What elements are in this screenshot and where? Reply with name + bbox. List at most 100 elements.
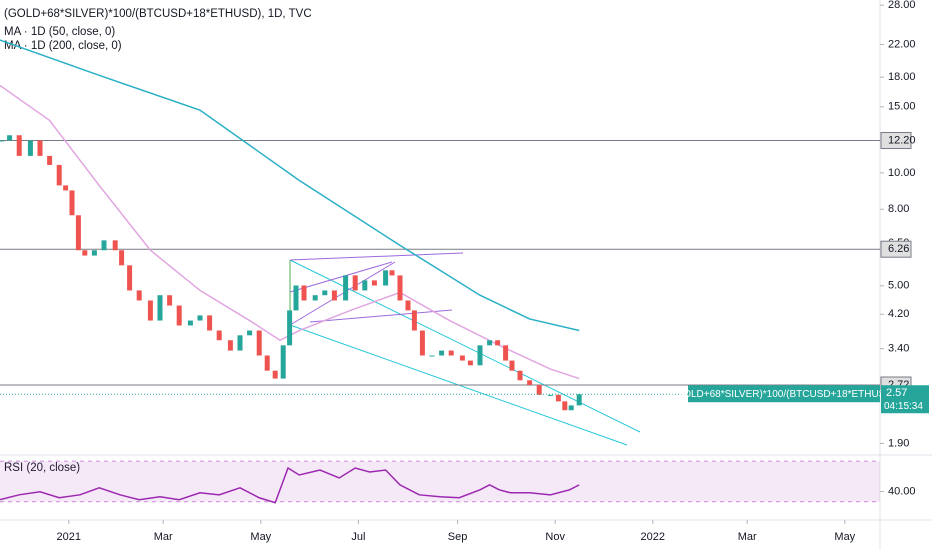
candle — [487, 340, 493, 346]
candle — [312, 295, 318, 301]
candle — [383, 270, 389, 286]
candle — [197, 315, 203, 321]
candle — [419, 330, 425, 356]
candle — [119, 250, 125, 266]
candle — [576, 394, 582, 406]
y-tick-label: 10.00 — [888, 167, 916, 179]
candle — [405, 300, 411, 311]
x-tick-label: Nov — [545, 531, 565, 543]
chart-title: (GOLD+68*SILVER)*100/(BTCUSD+18*ETHUSD),… — [4, 8, 312, 20]
candle — [75, 215, 81, 251]
level-label-box — [880, 131, 912, 149]
last-price-label: 2.57 — [886, 387, 907, 399]
candle — [227, 340, 233, 351]
trend-line — [309, 309, 453, 323]
candle — [459, 355, 465, 361]
candle — [448, 350, 454, 356]
x-tick-label: 2021 — [57, 531, 81, 543]
level-label: 6.26 — [888, 243, 909, 255]
x-tick-label: May — [250, 531, 271, 543]
trend-line — [289, 261, 393, 293]
candle — [280, 345, 286, 379]
candle — [237, 335, 243, 351]
candle — [16, 135, 22, 156]
candle — [362, 280, 368, 291]
y-tick-label: 18.00 — [888, 71, 916, 83]
candle — [389, 270, 395, 276]
candle — [91, 250, 97, 256]
x-tick-label: Mar — [738, 531, 757, 543]
candle — [555, 394, 561, 402]
candle — [187, 320, 193, 326]
candle — [477, 345, 483, 366]
candle — [127, 265, 133, 291]
x-tick-label: Jul — [351, 531, 365, 543]
candle — [147, 300, 153, 321]
candle — [176, 305, 182, 326]
candle — [547, 394, 553, 396]
candle — [7, 135, 13, 141]
x-tick-label: Mar — [154, 531, 173, 543]
candle — [517, 370, 523, 381]
candle — [301, 285, 307, 301]
candle — [157, 295, 163, 321]
symbol-label-box — [688, 385, 880, 403]
candle — [136, 290, 142, 301]
moving-average-line — [0, 39, 580, 332]
candle — [264, 355, 270, 371]
candle — [343, 275, 349, 301]
level-label: 12.20 — [888, 134, 916, 146]
candle — [167, 295, 173, 306]
candle — [568, 405, 574, 411]
candle — [439, 350, 445, 356]
candle — [27, 140, 33, 156]
candle — [322, 290, 328, 296]
candle — [495, 340, 501, 346]
y-tick-label: 4.20 — [888, 308, 909, 320]
candle — [293, 285, 299, 311]
candle — [371, 280, 377, 286]
countdown-label: 04:15:34 — [884, 401, 923, 412]
candle — [352, 275, 358, 291]
trend-line — [289, 252, 464, 261]
level-label-box — [880, 240, 912, 258]
candle — [397, 275, 403, 301]
candle — [509, 360, 515, 371]
legend-entry: MA · 1D (50, close, 0) — [4, 26, 115, 38]
x-tick-label: 2022 — [641, 531, 665, 543]
candle — [503, 345, 509, 361]
candle — [536, 385, 542, 395]
rsi-title: RSI (20, close) — [4, 462, 80, 474]
x-tick-label: Sep — [448, 531, 468, 543]
y-tick-label: 8.00 — [888, 203, 909, 215]
candle — [247, 330, 253, 336]
x-tick-label: May — [834, 531, 855, 543]
y-tick-label: 22.00 — [888, 38, 916, 50]
candle — [429, 355, 435, 357]
rsi-line — [0, 466, 580, 504]
y-tick-label: 15.00 — [888, 101, 916, 113]
y-tick-label: 28.00 — [888, 0, 916, 11]
candle — [69, 190, 75, 216]
candle — [63, 185, 69, 191]
candle — [47, 155, 53, 165]
candle — [467, 360, 473, 366]
rsi-band — [0, 461, 880, 502]
candle — [411, 310, 417, 331]
candle — [37, 140, 43, 156]
y-tick-label: 3.40 — [888, 343, 909, 355]
last-price-box — [881, 385, 929, 414]
candle — [82, 250, 88, 256]
candle — [56, 164, 62, 186]
y-tick-label: 1.90 — [888, 437, 909, 449]
candle — [272, 370, 278, 379]
candle — [112, 240, 118, 251]
candle — [101, 240, 107, 251]
candle — [216, 330, 222, 341]
candle — [207, 315, 213, 331]
candle — [256, 330, 262, 356]
legend-entry: MA · 1D (200, close, 0) — [4, 40, 122, 52]
candle — [527, 380, 533, 386]
